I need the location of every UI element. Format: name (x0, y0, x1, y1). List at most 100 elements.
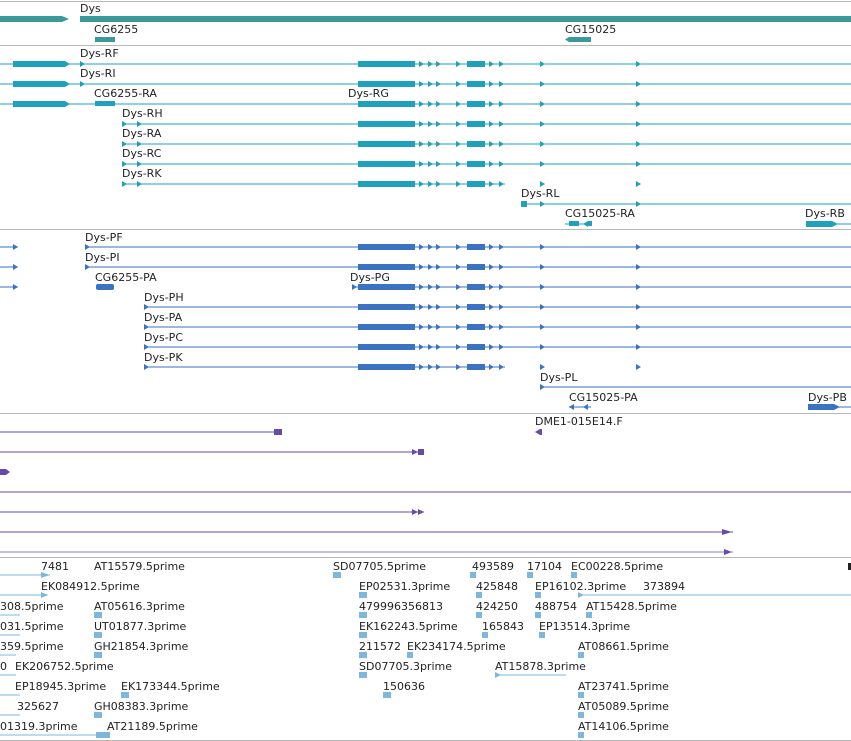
protein-cg15025-pa[interactable]: CG15025-PA (569, 391, 638, 410)
exon-arrow-icon (436, 121, 441, 127)
gene-feature-dys[interactable]: Dys (0, 2, 851, 22)
protein-dys-pf[interactable]: Dys-PF (0, 231, 851, 250)
cdna-label[interactable]: UT01877.3prime (94, 620, 187, 633)
exon-arrow-icon (456, 81, 461, 87)
cdna-label[interactable]: EK084912.5prime (41, 580, 140, 593)
protein-dys-pg[interactable]: Dys-PG (350, 271, 851, 290)
exon-arrow-icon (540, 61, 545, 67)
exon-arrow-icon (456, 284, 461, 290)
cdna-label[interactable]: 308.5prime (0, 600, 64, 613)
exon-arrow-icon (540, 141, 545, 147)
est-alignment-dme1-015e14[interactable]: DME1-015E14.F (535, 415, 623, 435)
exon-arrow-icon (489, 244, 494, 250)
cdna-label[interactable]: SD07705.3prime (359, 660, 452, 673)
cdna-label[interactable]: AT21189.5prime (107, 720, 198, 733)
cdna-label[interactable]: AT08661.5prime (578, 640, 669, 653)
exon-arrow-icon (436, 284, 441, 290)
cdna-label[interactable]: SD07705.5prime (333, 560, 426, 573)
protein-dys-pk[interactable]: Dys-PK (144, 351, 505, 370)
exon-arrow-icon (540, 364, 545, 370)
est-label: DME1-015E14.F (535, 415, 623, 428)
transcript-dys-rh[interactable]: Dys-RH (122, 107, 851, 127)
protein-label: Dys-PG (350, 271, 390, 284)
exon-arrow-icon (540, 284, 545, 290)
cdna-label[interactable]: 0 (0, 660, 7, 673)
cdna-label[interactable]: EK162243.5prime (359, 620, 458, 633)
cdna-label[interactable]: AT15428.5prime (586, 600, 677, 613)
cdna-label[interactable]: AT15579.5prime (94, 560, 185, 573)
exon-arrow-icon (436, 364, 441, 370)
gene-feature-cg15025[interactable]: CG15025 (565, 23, 616, 42)
cdna-label[interactable]: 031.5prime (0, 620, 64, 633)
exon-arrow-icon (540, 121, 545, 127)
est-alignment[interactable] (0, 529, 733, 535)
protein-dys-ph[interactable]: Dys-PH (144, 291, 851, 310)
cdna-label[interactable]: EP13514.3prime (539, 620, 630, 633)
cdna-label[interactable]: 373894 (643, 580, 685, 593)
est-alignment[interactable] (0, 469, 10, 475)
est-alignment[interactable] (0, 429, 282, 435)
protein-dys-pi[interactable]: Dys-PI (0, 251, 851, 270)
cdna-label[interactable]: 01319.3prime (0, 720, 78, 733)
transcript-dys-rc[interactable]: Dys-RC (122, 147, 851, 167)
cdna-label[interactable]: EP18945.3prime (15, 680, 106, 693)
cdna-label[interactable]: 359.5prime (0, 640, 64, 653)
cdna-label[interactable]: 165843 (482, 620, 524, 633)
protein-cg6255-pa[interactable]: CG6255-PA (0, 271, 157, 290)
cdna-label[interactable]: EC00228.5prime (571, 560, 663, 573)
cdna-label[interactable]: 493589 (472, 560, 514, 573)
cdna-label[interactable]: 150636 (383, 680, 425, 693)
cdna-label[interactable]: AT14106.5prime (578, 720, 669, 733)
protein-dys-pc[interactable]: Dys-PC (144, 331, 851, 350)
exon-arrow-icon (636, 304, 641, 310)
cdna-label[interactable]: 479996356813 (359, 600, 443, 613)
exon-arrow-icon (436, 161, 441, 167)
transcript-dys-rg[interactable]: Dys-RG (0, 87, 851, 107)
cdna-label[interactable]: EP02531.3prime (359, 580, 450, 593)
protein-track: Dys-PF Dys-PI CG6255-PA Dys-PG (0, 231, 851, 410)
cdna-label[interactable]: GH21854.3prime (94, 640, 189, 653)
exon-arrow-icon (540, 264, 545, 270)
exon-arrow-icon (428, 121, 433, 127)
exon-arrow-icon (419, 141, 424, 147)
cdna-label[interactable]: 17104 (527, 560, 562, 573)
protein-dys-pl[interactable]: Dys-PL (540, 371, 851, 390)
transcript-cg15025-ra[interactable]: CG15025-RA (565, 207, 635, 227)
protein-dys-pb[interactable]: Dys-PB (808, 391, 851, 410)
transcript-dys-rf[interactable]: Dys-RF (0, 47, 851, 67)
cdna-label[interactable]: 424250 (476, 600, 518, 613)
exon-arrow-icon (137, 121, 142, 127)
est-alignment[interactable] (0, 549, 733, 555)
cdna-label[interactable]: EK173344.5prime (121, 680, 220, 693)
cdna-label[interactable]: 325627 (17, 700, 59, 713)
transcript-dys-rk[interactable]: Dys-RK (122, 167, 505, 187)
transcript-dys-rb[interactable]: Dys-RB (805, 207, 851, 227)
protein-dys-pa[interactable]: Dys-PA (144, 311, 851, 330)
exon-arrow-icon (456, 121, 461, 127)
exon-arrow-icon (428, 61, 433, 67)
cdna-label[interactable]: GH08383.3prime (94, 700, 189, 713)
exon-arrow-icon (489, 364, 494, 370)
transcript-cg6255-ra[interactable]: CG6255-RA (94, 87, 157, 106)
cdna-label[interactable]: 425848 (476, 580, 518, 593)
gene-label-cg15025: CG15025 (565, 23, 616, 36)
cdna-label[interactable]: 7481 (41, 560, 69, 573)
exon-arrow-icon (137, 181, 142, 187)
cdna-track: 7481 AT15579.5prime SD07705.5prime 49358… (0, 560, 851, 738)
cdna-label[interactable]: 488754 (535, 600, 577, 613)
est-alignment[interactable] (0, 449, 424, 455)
gene-feature-cg6255[interactable]: CG6255 (94, 23, 138, 42)
transcript-dys-ri[interactable]: Dys-RI (0, 67, 851, 87)
cdna-label[interactable]: AT23741.5prime (578, 680, 669, 693)
transcript-dys-rl[interactable]: Dys-RL (521, 187, 851, 207)
cdna-label[interactable]: AT05089.5prime (578, 700, 669, 713)
transcript-dys-ra[interactable]: Dys-RA (122, 127, 851, 147)
cdna-label[interactable]: AT15878.3prime (495, 660, 586, 673)
cdna-label[interactable]: EK234174.5prime (407, 640, 506, 653)
cdna-label[interactable]: 211572 (359, 640, 401, 653)
est-alignment[interactable] (0, 509, 424, 515)
cdna-label[interactable]: AT05616.3prime (94, 600, 185, 613)
exon-arrow-icon (419, 181, 424, 187)
cdna-label[interactable]: EK206752.5prime (15, 660, 114, 673)
cdna-label[interactable]: EP16102.3prime (535, 580, 626, 593)
